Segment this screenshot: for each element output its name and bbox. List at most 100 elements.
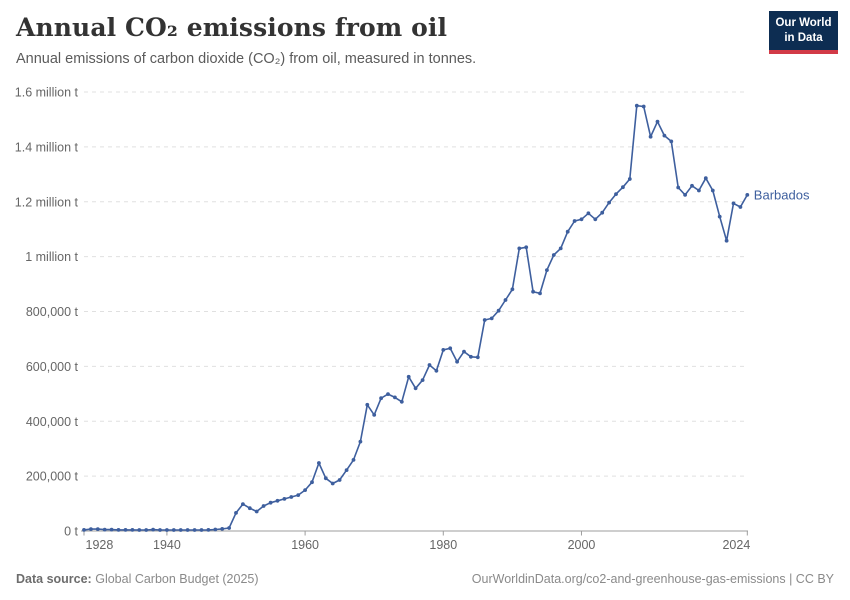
data-point [234, 511, 238, 515]
data-point [545, 268, 549, 272]
data-point [337, 478, 342, 482]
data-point [158, 528, 162, 532]
data-point [82, 528, 86, 532]
data-point [634, 103, 639, 108]
data-point [130, 528, 135, 532]
y-axis-tick-label: 1.6 million t [15, 86, 79, 100]
y-axis-tick-label: 1.2 million t [15, 195, 79, 209]
data-point [724, 238, 729, 243]
data-point [192, 528, 197, 532]
data-point [344, 468, 349, 472]
data-point [171, 528, 176, 532]
data-point [323, 476, 328, 481]
data-point [441, 348, 446, 352]
y-axis-tick-label: 0 t [64, 525, 78, 539]
data-point [123, 528, 128, 532]
data-point [275, 498, 280, 503]
data-point [144, 528, 149, 532]
data-point [413, 386, 418, 391]
data-point [399, 399, 404, 404]
data-point [137, 528, 142, 532]
data-point [510, 287, 515, 292]
data-point [303, 488, 307, 492]
data-point [365, 402, 370, 407]
data-source-value: Global Carbon Budget (2025) [95, 572, 259, 586]
data-point [627, 177, 632, 181]
data-point [393, 395, 397, 400]
data-point [710, 188, 715, 193]
data-point [95, 527, 100, 531]
y-axis-tick-label: 800,000 t [26, 305, 79, 319]
data-point [621, 185, 625, 190]
data-point [551, 253, 556, 257]
data-point [406, 374, 411, 379]
data-point [683, 193, 687, 197]
data-point [372, 413, 377, 417]
data-point [199, 528, 204, 532]
data-point [310, 480, 314, 485]
data-point [517, 246, 522, 251]
data-point [593, 217, 598, 222]
logo-red-bar [769, 50, 838, 54]
data-point [289, 495, 294, 499]
data-point [89, 527, 93, 531]
chart-subtitle: Annual emissions of carbon dioxide (CO₂)… [16, 51, 477, 68]
credit-link[interactable]: OurWorldinData.org/co2-and-greenhouse-ga… [471, 572, 834, 586]
series-entity-label: Barbados [754, 187, 810, 202]
x-axis-tick-label: 1940 [153, 538, 181, 552]
data-point [676, 185, 681, 190]
y-axis-tick-label: 1.4 million t [15, 140, 79, 154]
data-point [420, 378, 425, 382]
data-point [614, 192, 618, 197]
data-point [496, 308, 501, 313]
x-axis-tick-label: 1960 [291, 538, 319, 552]
data-point [558, 246, 563, 251]
data-point [268, 500, 273, 505]
data-point [227, 526, 232, 530]
data-point [503, 298, 508, 302]
data-point [579, 217, 584, 222]
data-point [717, 214, 722, 219]
data-source-note: Data source: Global Carbon Budget (2025) [16, 572, 259, 586]
data-point [475, 355, 480, 360]
data-point [586, 211, 591, 216]
data-point [572, 219, 577, 223]
data-point [379, 396, 383, 401]
data-point [690, 183, 694, 188]
data-point [254, 509, 259, 514]
data-point [247, 506, 252, 511]
y-axis-tick-label: 1 million t [25, 250, 78, 264]
data-point [745, 193, 750, 197]
data-point [427, 363, 432, 367]
chart-footer: Data source: Global Carbon Budget (2025)… [16, 572, 834, 586]
x-axis-tick-label: 2000 [568, 538, 596, 552]
data-point [482, 318, 487, 322]
data-point [241, 502, 245, 506]
data-point [524, 245, 529, 250]
data-point [531, 289, 535, 294]
data-point [655, 119, 660, 124]
data-point [213, 527, 218, 532]
data-point [697, 188, 701, 193]
data-source-label: Data source: [16, 572, 92, 586]
data-point [538, 291, 542, 296]
logo-line-2: in Data [784, 32, 823, 44]
data-point [330, 481, 335, 486]
y-axis-tick-label: 600,000 t [26, 360, 79, 374]
data-point [662, 133, 667, 138]
data-point [738, 205, 743, 209]
y-axis-tick-label: 200,000 t [26, 470, 79, 484]
data-point [386, 392, 390, 396]
data-point [462, 349, 466, 354]
data-point [600, 210, 605, 215]
data-point [165, 528, 169, 532]
data-point [703, 176, 708, 181]
data-point [220, 527, 225, 531]
data-point [261, 504, 266, 508]
x-axis-tick-label: 1980 [429, 538, 457, 552]
data-point [116, 528, 121, 532]
owid-logo[interactable]: Our World in Data [769, 11, 838, 54]
data-point [178, 528, 183, 532]
